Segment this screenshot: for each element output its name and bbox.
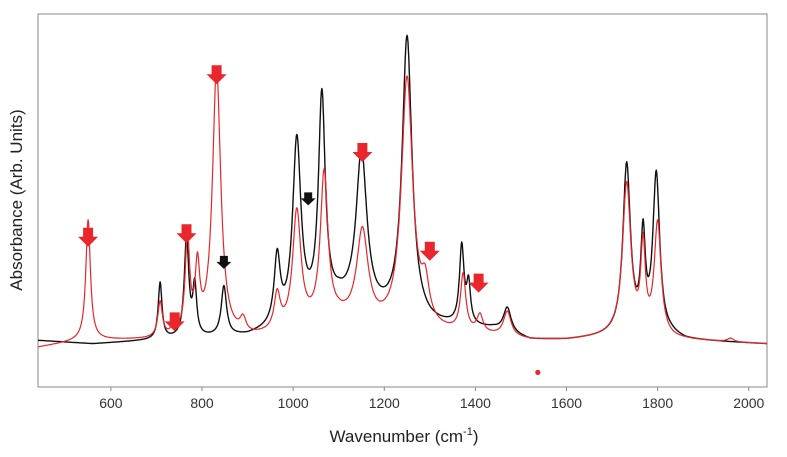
red-dot-marker [535,369,541,376]
x-tick-label: 1600 [551,395,582,411]
annotation-layer [78,65,541,376]
red-down-arrow-icon [164,312,185,332]
red-down-arrow-icon [468,273,489,293]
series-layer [37,34,768,348]
x-tick-label: 800 [190,395,214,411]
black-spectrum-line [37,34,768,345]
x-tick-label: 600 [99,395,123,411]
y-axis-title: Absorbance (Arb. Units) [7,109,26,290]
x-tick-label: 1400 [460,395,491,411]
black-down-arrow-icon [216,255,232,269]
red-down-arrow-icon [206,65,227,85]
x-tick-label: 2000 [733,395,764,411]
red-down-arrow-icon [352,143,373,162]
x-tick-label: 1200 [369,395,400,411]
x-tick-label: 1800 [642,395,673,411]
red-down-arrow-icon [176,224,197,244]
red-down-arrow-icon [78,227,99,247]
black-down-arrow-icon [300,192,316,206]
x-axis-ticks: 600 800 1000 1200 1400 1600 1800 2000 [99,387,765,411]
x-axis-title: Wavenumber (cm-1) [330,426,479,446]
plot-frame [37,13,768,388]
red-down-arrow-icon [419,241,440,261]
x-tick-label: 1000 [278,395,309,411]
red-spectrum-line [37,67,768,348]
